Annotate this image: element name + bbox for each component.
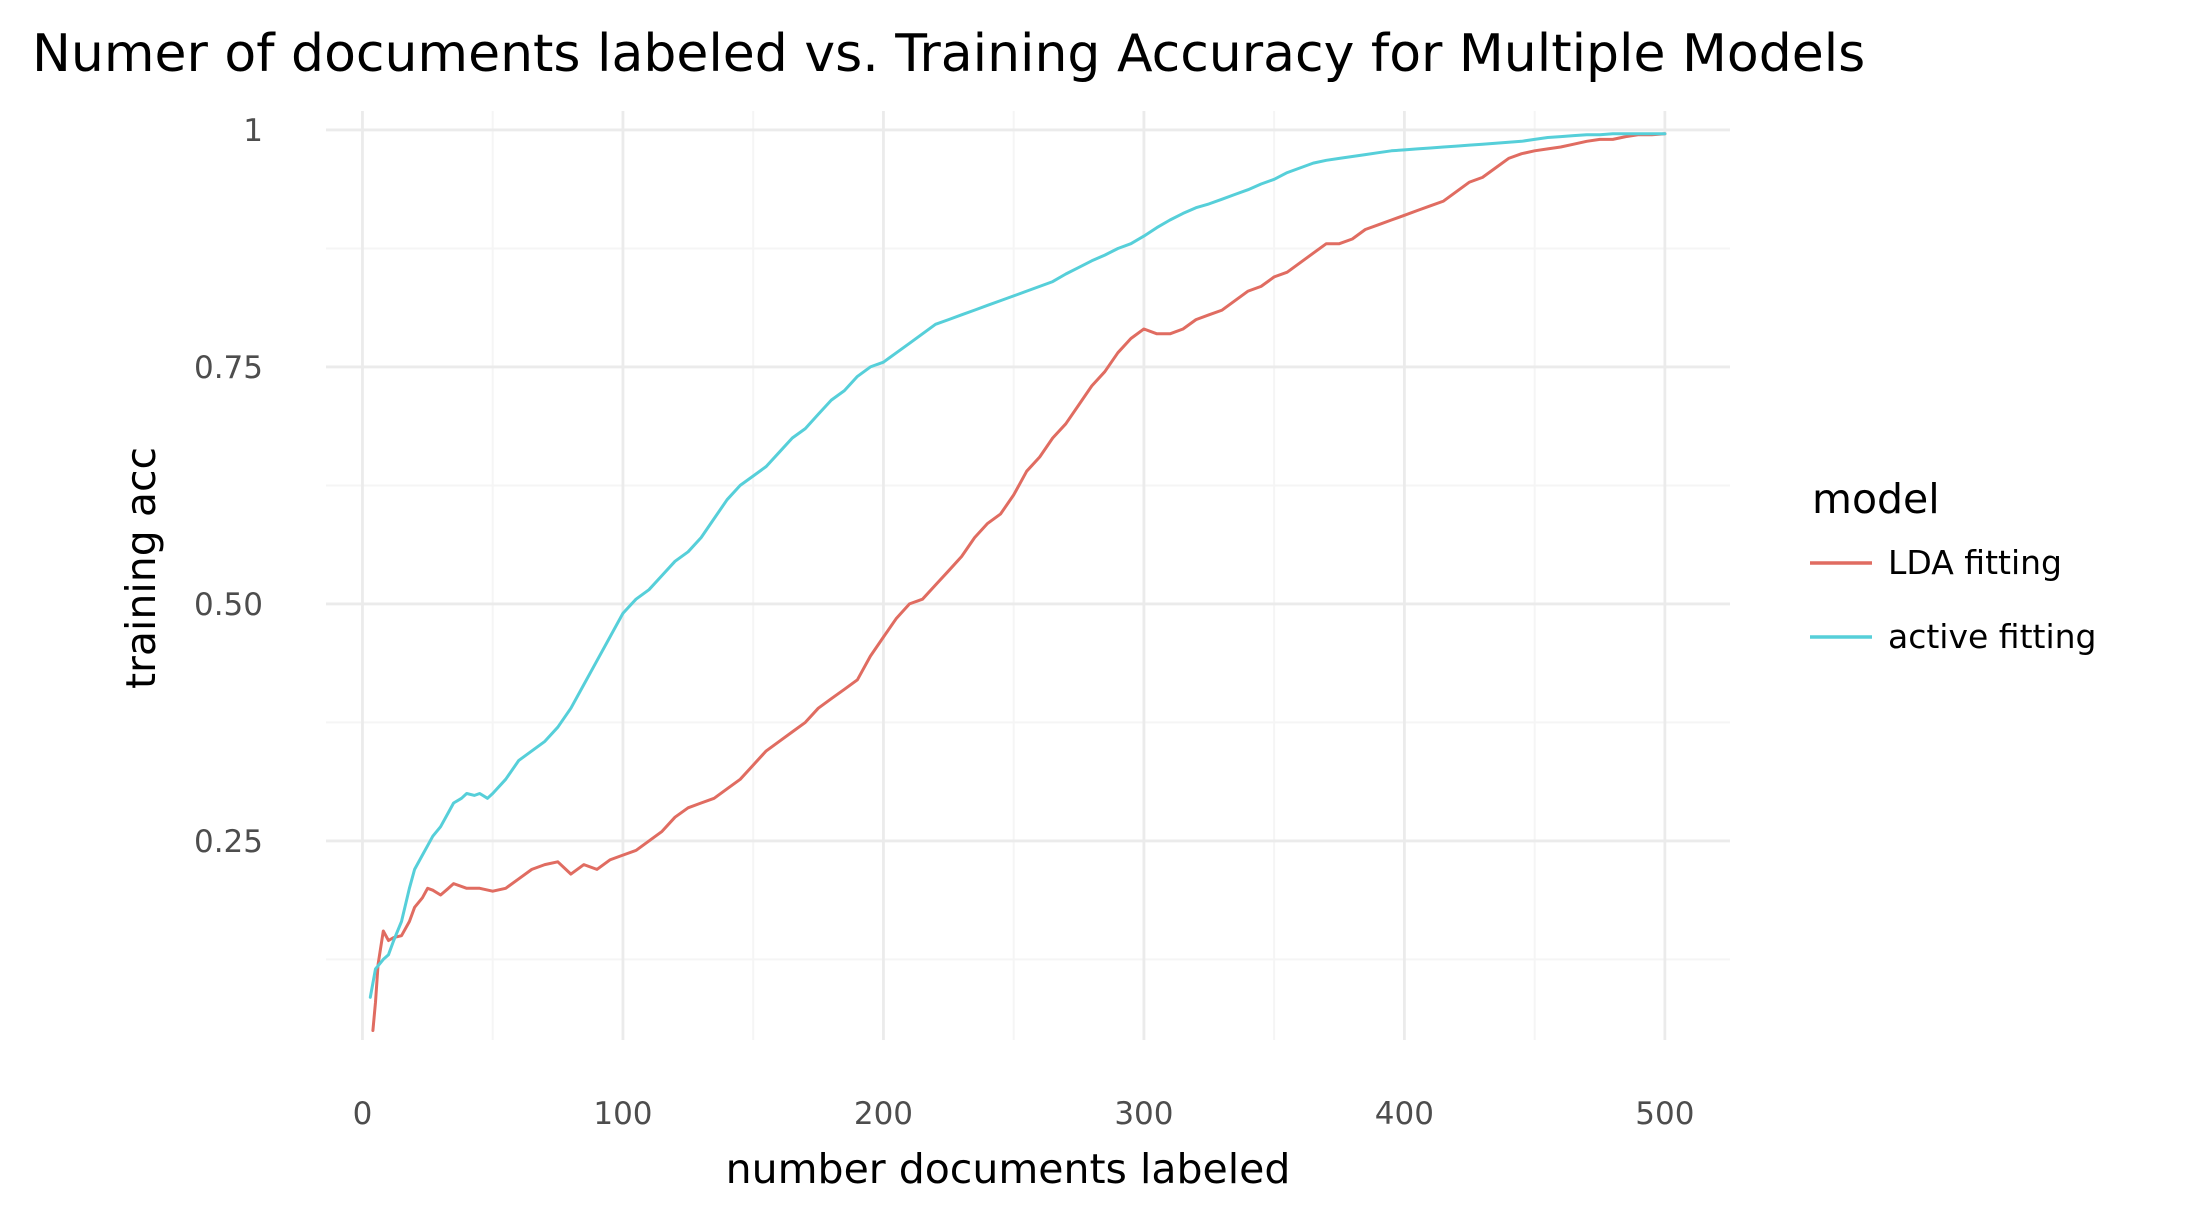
y-axis-ticks: 0.25 0.50 0.75 1 [194,113,263,860]
y-tick-label: 0.75 [194,350,263,386]
lda-fitting-legend-label: LDA fitting [1888,543,2062,582]
x-tick-label: 300 [1114,1096,1173,1132]
active-fitting-line [368,132,1667,999]
x-tick-label: 200 [854,1096,913,1132]
major-gridlines [326,111,1730,1040]
x-tick-label: 100 [593,1096,652,1132]
active-fitting-legend-label: active fitting [1888,617,2097,656]
legend-entries: LDA fitting active fitting [1810,543,2097,656]
series-lines [368,132,1667,1032]
x-axis-ticks: 0 100 200 300 400 500 [353,1096,1695,1132]
x-axis-title: number documents labeled [726,1145,1291,1193]
y-axis-title: training acc [117,447,165,689]
chart-title: Numer of documents labeled vs. Training … [32,24,1865,84]
x-tick-label: 0 [353,1096,373,1132]
y-tick-label: 0.25 [194,824,263,860]
y-tick-label: 1 [243,113,263,149]
legend: model LDA fitting active fitting [1810,475,2097,656]
lda-fitting-line [371,132,1667,1032]
legend-title: model [1812,475,1940,523]
minor-gridlines [326,111,1730,1040]
x-tick-label: 400 [1375,1096,1434,1132]
x-tick-label: 500 [1635,1096,1694,1132]
y-tick-label: 0.50 [194,587,263,623]
